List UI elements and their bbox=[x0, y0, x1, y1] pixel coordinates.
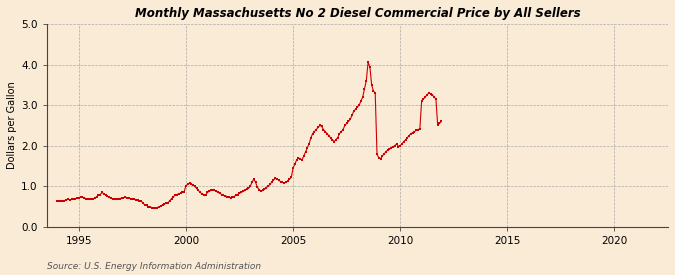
Text: Source: U.S. Energy Information Administration: Source: U.S. Energy Information Administ… bbox=[47, 262, 261, 271]
Y-axis label: Dollars per Gallon: Dollars per Gallon bbox=[7, 82, 17, 169]
Title: Monthly Massachusetts No 2 Diesel Commercial Price by All Sellers: Monthly Massachusetts No 2 Diesel Commer… bbox=[134, 7, 580, 20]
